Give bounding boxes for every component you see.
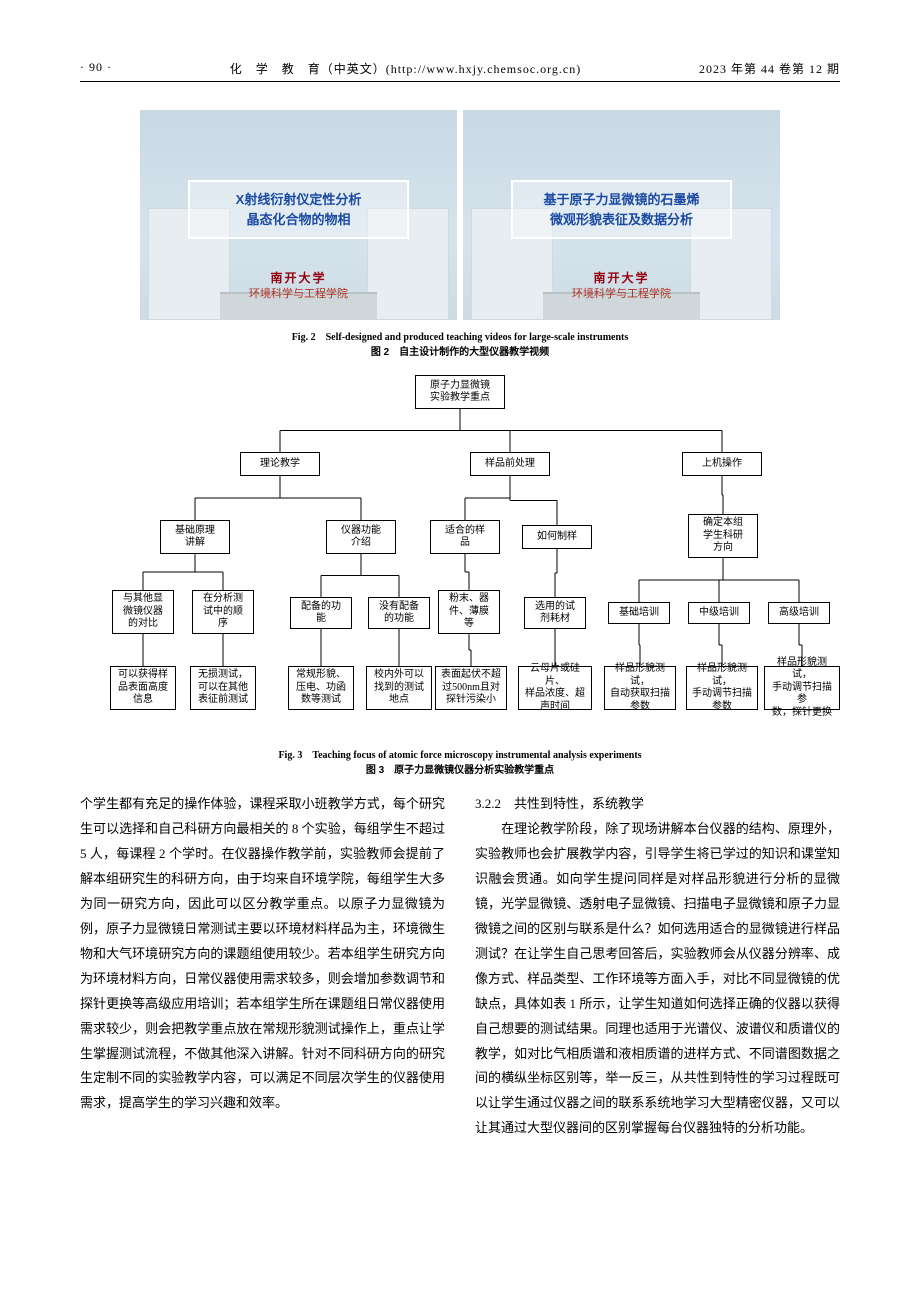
caption-en: Fig. 2 Self-designed and produced teachi…: [80, 330, 840, 345]
diagram-node: 表面起伏不超 过500nm且对 探针污染小: [435, 666, 507, 710]
org-label: 南开大学 环境科学与工程学院: [249, 270, 348, 302]
department-name: 环境科学与工程学院: [572, 287, 671, 302]
figure-2-caption: Fig. 2 Self-designed and produced teachi…: [80, 330, 840, 360]
diagram-node: 如何制样: [522, 525, 592, 549]
video-title-line2: 晶态化合物的物相: [194, 210, 404, 230]
university-name: 南开大学: [593, 271, 649, 285]
diagram-node: 可以获得样 品表面高度 信息: [110, 666, 176, 710]
page-number: · 90 ·: [80, 60, 112, 77]
diagram-node: 粉末、器 件、薄膜 等: [438, 590, 500, 634]
issue-info: 2023 年第 44 卷第 12 期: [699, 60, 840, 77]
video-card-left: X射线衍射仪定性分析 晶态化合物的物相 南开大学 环境科学与工程学院: [140, 110, 457, 320]
diagram-node: 原子力显微镜 实验教学重点: [415, 375, 505, 409]
video-title-line1: X射线衍射仪定性分析: [236, 192, 362, 207]
figure-2: X射线衍射仪定性分析 晶态化合物的物相 南开大学 环境科学与工程学院 基于原子力…: [140, 110, 780, 320]
right-column: 3.2.2 共性到特性，系统教学 在理论教学阶段，除了现场讲解本台仪器的结构、原…: [475, 792, 840, 1141]
diagram-node: 常规形貌、 压电、功函 数等测试: [288, 666, 354, 710]
diagram-node: 无损测试， 可以在其他 表征前测试: [190, 666, 256, 710]
section-heading: 3.2.2 共性到特性，系统教学: [475, 792, 840, 817]
diagram-node: 确定本组 学生科研 方向: [688, 514, 758, 558]
video-title-line1: 基于原子力显微镜的石墨烯: [543, 192, 699, 207]
diagram-node: 适合的样 品: [430, 520, 500, 554]
diagram-node: 样品形貌测试， 手动调节扫描 参数: [686, 666, 758, 710]
diagram-node: 高级培训: [768, 602, 830, 624]
figure-3-caption: Fig. 3 Teaching focus of atomic force mi…: [80, 748, 840, 778]
diagram-node: 云母片或硅片、 样品浓度、超 声时间: [518, 666, 592, 710]
video-title-plate: X射线衍射仪定性分析 晶态化合物的物相: [188, 180, 410, 239]
journal-title: 化 学 教 育（中英文）(http://www.hxjy.chemsoc.org…: [112, 60, 699, 77]
org-label: 南开大学 环境科学与工程学院: [572, 270, 671, 302]
diagram-node: 仪器功能 介绍: [326, 520, 396, 554]
university-name: 南开大学: [270, 271, 326, 285]
department-name: 环境科学与工程学院: [249, 287, 348, 302]
diagram-node: 上机操作: [682, 452, 762, 476]
diagram-node: 与其他显 微镜仪器 的对比: [112, 590, 174, 634]
video-title-line2: 微观形貌表征及数据分析: [517, 210, 727, 230]
diagram-node: 样品前处理: [470, 452, 550, 476]
body-paragraph: 在理论教学阶段，除了现场讲解本台仪器的结构、原理外，实验教师也会扩展教学内容，引…: [475, 817, 840, 1141]
diagram-node: 基础培训: [608, 602, 670, 624]
diagram-node: 样品形貌测试， 自动获取扫描 参数: [604, 666, 676, 710]
diagram-node: 样品形貌测试， 手动调节扫描参 数，探针更换: [764, 666, 840, 710]
left-column: 个学生都有充足的操作体验，课程采取小班教学方式，每个研究生可以选择和自己科研方向…: [80, 792, 445, 1141]
video-title-plate: 基于原子力显微镜的石墨烯 微观形貌表征及数据分析: [511, 180, 733, 239]
diagram-node: 选用的试 剂耗材: [524, 597, 586, 629]
diagram-node: 基础原理 讲解: [160, 520, 230, 554]
video-card-right: 基于原子力显微镜的石墨烯 微观形貌表征及数据分析 南开大学 环境科学与工程学院: [463, 110, 780, 320]
figure-3-diagram: 原子力显微镜 实验教学重点理论教学 样品前处理 上机操作基础原理 讲解 仪器功能 介绍…: [90, 370, 830, 740]
diagram-node: 没有配备 的功能: [368, 597, 430, 629]
diagram-node: 理论教学: [240, 452, 320, 476]
caption-en: Fig. 3 Teaching focus of atomic force mi…: [80, 748, 840, 763]
body-paragraph: 个学生都有充足的操作体验，课程采取小班教学方式，每个研究生可以选择和自己科研方向…: [80, 792, 445, 1116]
caption-zh: 图 3 原子力显微镜仪器分析实验教学重点: [80, 763, 840, 778]
running-header: · 90 · 化 学 教 育（中英文）(http://www.hxjy.chem…: [80, 60, 840, 82]
diagram-node: 校内外可以 找到的测试 地点: [366, 666, 432, 710]
diagram-node: 中级培训: [688, 602, 750, 624]
caption-zh: 图 2 自主设计制作的大型仪器教学视频: [80, 345, 840, 360]
body-text: 个学生都有充足的操作体验，课程采取小班教学方式，每个研究生可以选择和自己科研方向…: [80, 792, 840, 1141]
diagram-node: 在分析测 试中的顺 序: [192, 590, 254, 634]
diagram-node: 配备的功 能: [290, 597, 352, 629]
